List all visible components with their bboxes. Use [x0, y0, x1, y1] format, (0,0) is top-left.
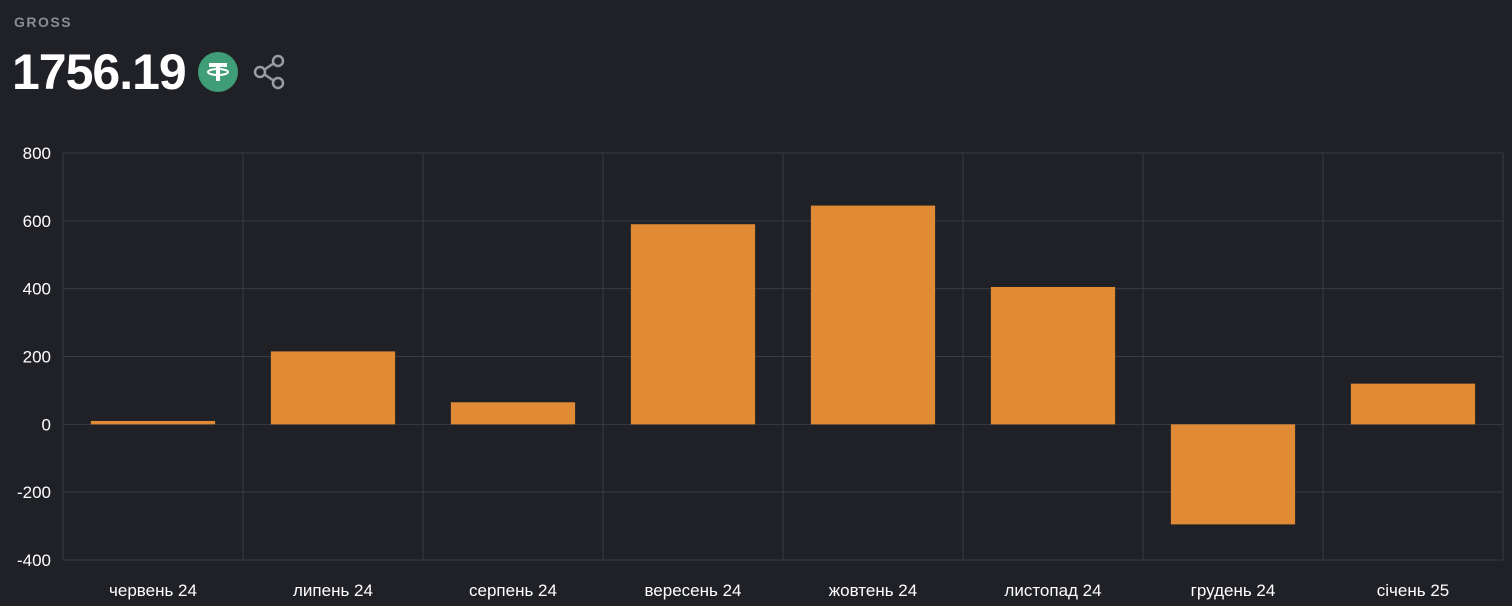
share-icon[interactable]: [250, 52, 290, 92]
gross-value: 1756.19: [12, 44, 187, 100]
gross-label: GROSS: [14, 14, 73, 30]
bar: [90, 420, 216, 425]
x-tick-label: січень 25: [1377, 581, 1449, 600]
bar: [810, 205, 936, 425]
x-tick-label: серпень 24: [469, 581, 557, 600]
y-tick-label: 200: [23, 348, 51, 367]
bar: [630, 224, 756, 425]
y-tick-label: 600: [23, 212, 51, 231]
x-tick-label: вересень 24: [644, 581, 741, 600]
y-tick-label: 800: [23, 144, 51, 163]
x-tick-label: жовтень 24: [829, 581, 917, 600]
y-tick-label: 400: [23, 280, 51, 299]
x-tick-label: липень 24: [293, 581, 373, 600]
x-tick-label: червень 24: [109, 581, 197, 600]
bar: [990, 286, 1116, 425]
bar: [1170, 424, 1296, 525]
bar: [450, 402, 576, 425]
gross-value-row: 1756.19: [12, 44, 290, 100]
bar: [1350, 383, 1476, 425]
x-tick-label: листопад 24: [1004, 581, 1101, 600]
tether-icon: [197, 52, 238, 92]
bar: [270, 351, 396, 425]
y-tick-label: -400: [17, 551, 51, 570]
x-tick-label: грудень 24: [1191, 581, 1276, 600]
y-tick-label: -200: [17, 483, 51, 502]
y-tick-label: 0: [42, 415, 51, 434]
